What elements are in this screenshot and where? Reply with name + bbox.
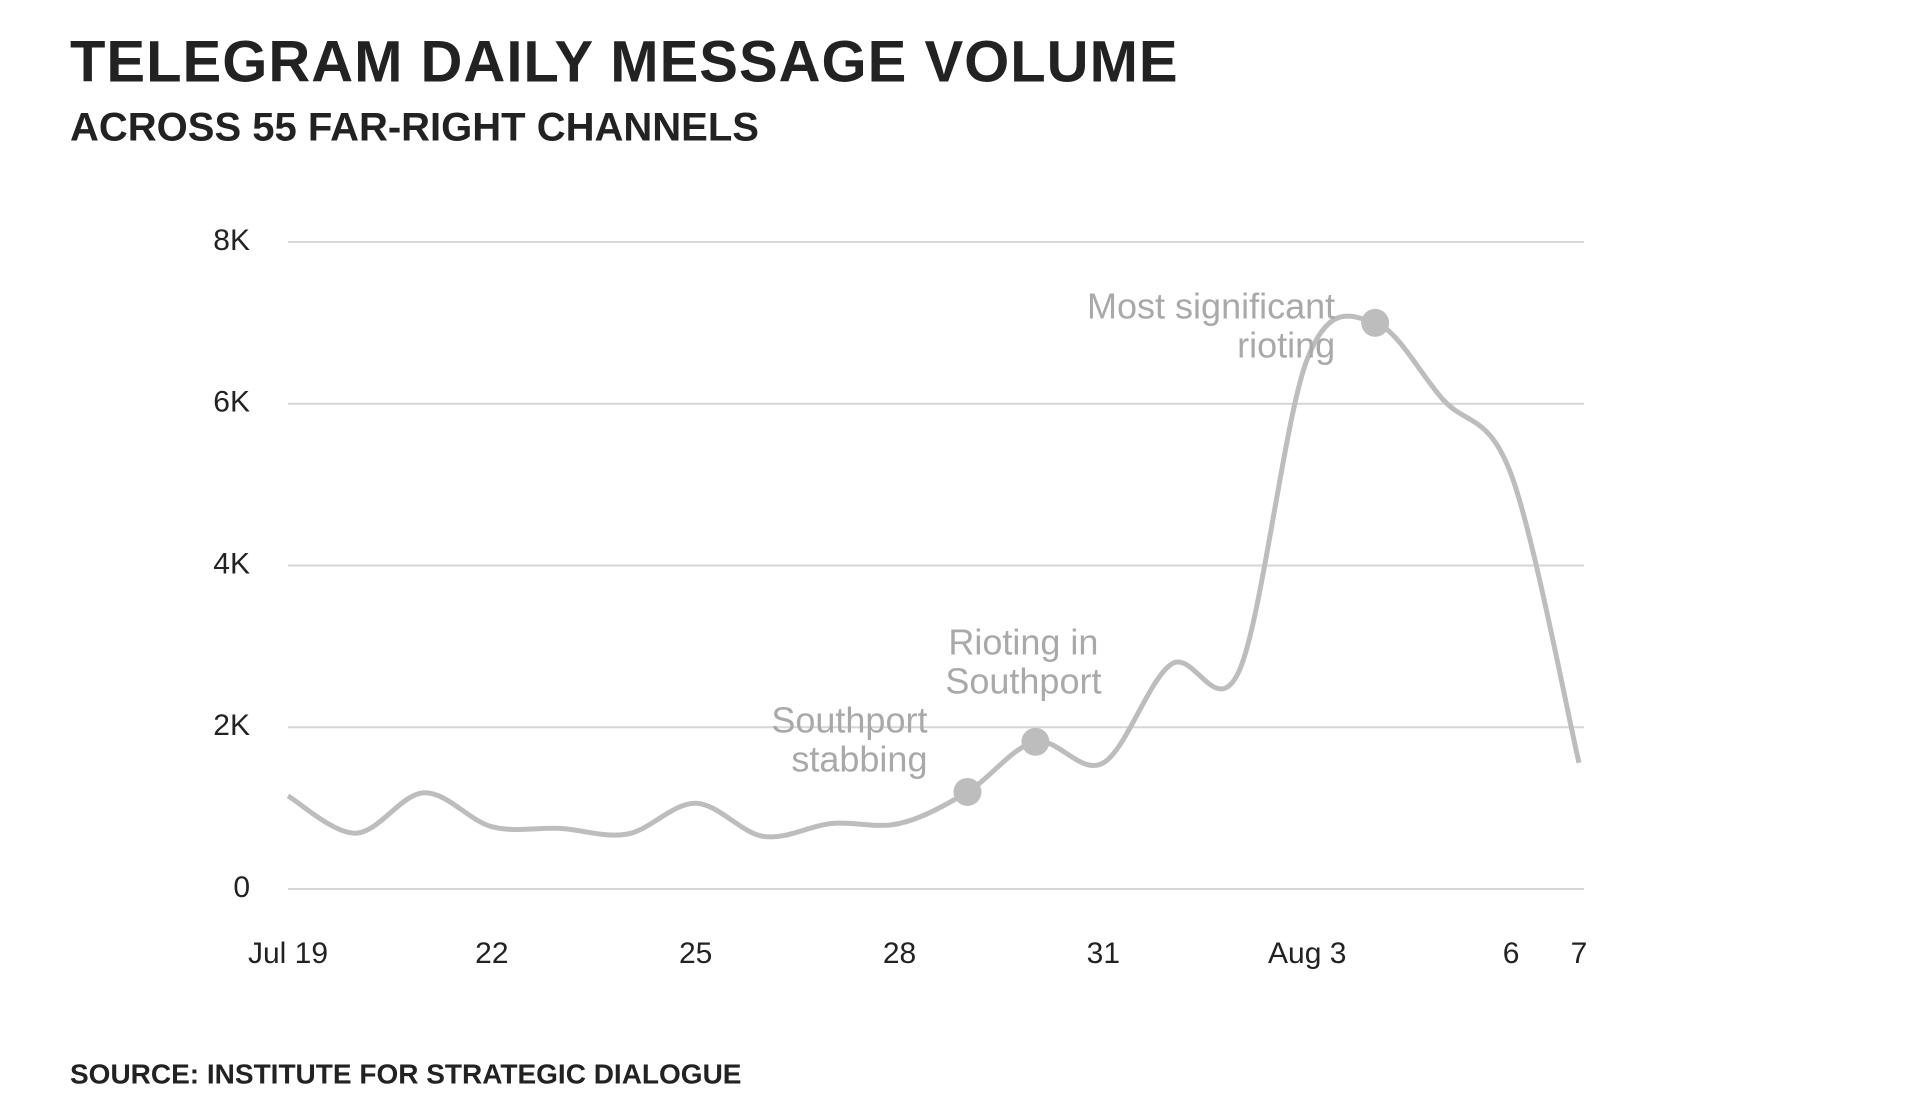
annotation: rioting: [1237, 324, 1335, 365]
chart-title: TELEGRAM DAILY MESSAGE VOLUME: [70, 29, 1179, 94]
highlight-point: [1361, 308, 1390, 337]
x-tick-label: Aug 3: [1268, 937, 1346, 970]
chart-subtitle: ACROSS 55 FAR-RIGHT CHANNELS: [70, 106, 759, 150]
annotation: Most significant: [1087, 285, 1335, 326]
highlight-point: [1021, 727, 1050, 756]
annotation: stabbing: [791, 738, 927, 779]
x-tick-label: 25: [679, 937, 712, 970]
source: SOURCE: INSTITUTE FOR STRATEGIC DIALOGUE: [70, 1058, 741, 1089]
x-tick-label: 7: [1571, 937, 1588, 970]
x-tick-label: 6: [1503, 937, 1520, 970]
x-tick-label: 31: [1087, 937, 1120, 970]
x-tick-label: 28: [883, 937, 916, 970]
x-tick-label: Jul 19: [248, 937, 328, 970]
y-tick-label: 8K: [213, 224, 250, 257]
y-tick-label: 4K: [213, 547, 250, 580]
x-tick-label: 22: [475, 937, 508, 970]
y-tick-label: 0: [233, 871, 250, 904]
highlight-point: [953, 777, 982, 806]
y-tick-label: 6K: [213, 386, 250, 419]
y-tick-label: 2K: [213, 709, 250, 742]
annotation: Rioting in: [948, 621, 1098, 662]
annotation: Southport: [771, 699, 927, 740]
annotation: Southport: [945, 660, 1101, 701]
series-line: [286, 313, 1582, 840]
